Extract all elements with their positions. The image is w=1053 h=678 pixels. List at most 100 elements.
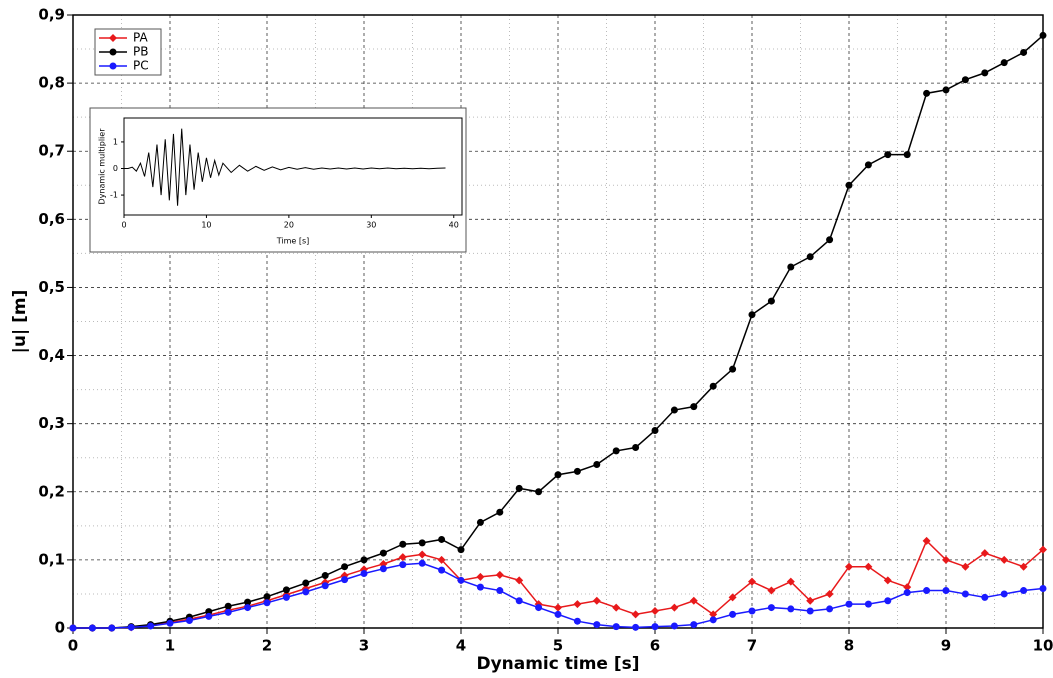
- y-tick-label: 1: [113, 137, 118, 146]
- data-point: [418, 550, 427, 559]
- data-point: [147, 622, 155, 630]
- x-axis-label: Dynamic time [s]: [476, 654, 639, 674]
- data-point: [282, 593, 290, 601]
- data-point: [554, 610, 562, 618]
- x-tick-label: 7: [747, 637, 757, 655]
- data-point: [786, 577, 795, 586]
- x-tick-label: 9: [941, 637, 951, 655]
- x-tick-label: 10: [201, 221, 211, 230]
- data-point: [806, 596, 815, 605]
- legend-label: PA: [133, 31, 148, 45]
- data-point: [592, 596, 601, 605]
- x-tick-label: 10: [1033, 637, 1053, 655]
- series-line: [124, 128, 446, 206]
- data-point: [690, 621, 698, 629]
- data-point: [108, 624, 116, 632]
- data-point: [515, 597, 523, 605]
- data-point: [961, 562, 970, 571]
- main-chart: 0 1 2 3 4 5 6 7 8 9 1000,10,20,30,40,50,60,70,80,9…: [10, 6, 1053, 675]
- data-point: [826, 236, 834, 244]
- data-point: [981, 593, 989, 601]
- data-point: [554, 603, 562, 612]
- data-point: [1020, 587, 1028, 595]
- data-point: [845, 181, 853, 189]
- data-point: [787, 263, 795, 271]
- data-point: [573, 600, 582, 609]
- data-point: [903, 583, 912, 592]
- data-point: [709, 610, 718, 619]
- data-point: [923, 587, 931, 595]
- data-point: [1039, 31, 1047, 39]
- data-point: [476, 518, 484, 526]
- data-point: [282, 586, 290, 594]
- data-point: [670, 406, 678, 414]
- legend-marker: [109, 34, 117, 42]
- data-point: [942, 587, 950, 595]
- data-point: [903, 151, 911, 159]
- data-point: [826, 605, 834, 613]
- data-point: [515, 484, 523, 492]
- data-point: [981, 69, 989, 77]
- data-point: [127, 623, 135, 631]
- data-point: [205, 612, 213, 620]
- y-tick-label: 0: [113, 164, 118, 173]
- data-point: [399, 561, 407, 569]
- data-point: [1000, 590, 1008, 598]
- data-point: [302, 588, 310, 596]
- data-point: [244, 598, 252, 606]
- data-point: [573, 467, 581, 475]
- data-point: [612, 447, 620, 455]
- data-point: [166, 619, 174, 627]
- data-point: [748, 607, 756, 615]
- data-point: [438, 566, 446, 574]
- data-point: [767, 297, 775, 305]
- data-point: [593, 461, 601, 469]
- y-axis-label: |u| [m]: [10, 290, 30, 354]
- data-point: [418, 539, 426, 547]
- data-point: [651, 606, 659, 615]
- x-tick-label: 8: [844, 637, 854, 655]
- data-point: [767, 586, 776, 595]
- data-point: [806, 253, 814, 261]
- data-point: [961, 590, 969, 598]
- data-point: [864, 161, 872, 169]
- y-tick-label: 0,4: [38, 346, 65, 364]
- data-point: [748, 577, 756, 586]
- data-point: [496, 587, 504, 595]
- data-point: [224, 608, 232, 616]
- data-point: [418, 559, 426, 567]
- data-point: [398, 553, 407, 562]
- data-point: [224, 602, 232, 610]
- x-tick-label: 6: [650, 637, 660, 655]
- inset-chart: 0 10 20 30 40 -1 0 1 Time [s] Dynamic multiplier: [89, 107, 467, 253]
- data-point: [399, 540, 407, 548]
- legend-marker: [109, 48, 117, 56]
- plot-frame: [123, 117, 463, 216]
- data-point: [612, 603, 621, 612]
- data-point: [709, 382, 717, 390]
- legend-label: PB: [133, 45, 148, 59]
- data-point: [670, 622, 678, 630]
- data-point: [903, 589, 911, 597]
- x-tick-label: 0: [121, 221, 126, 230]
- data-point: [729, 610, 737, 618]
- data-point: [825, 589, 834, 598]
- data-point: [670, 603, 679, 612]
- data-point: [922, 536, 931, 545]
- data-point: [883, 576, 892, 585]
- data-point: [1020, 48, 1028, 56]
- x-tick-label: 5: [553, 637, 563, 655]
- data-point: [1039, 584, 1047, 592]
- data-point: [360, 556, 368, 564]
- data-point: [942, 555, 950, 564]
- data-point: [476, 583, 484, 591]
- data-point: [651, 426, 659, 434]
- data-point: [632, 623, 640, 631]
- data-point: [185, 617, 193, 625]
- x-tick-label: 20: [284, 221, 294, 230]
- data-point: [341, 563, 349, 571]
- data-point: [515, 576, 524, 585]
- data-point: [787, 605, 795, 613]
- legend-label: PC: [133, 59, 149, 73]
- data-point: [651, 623, 659, 631]
